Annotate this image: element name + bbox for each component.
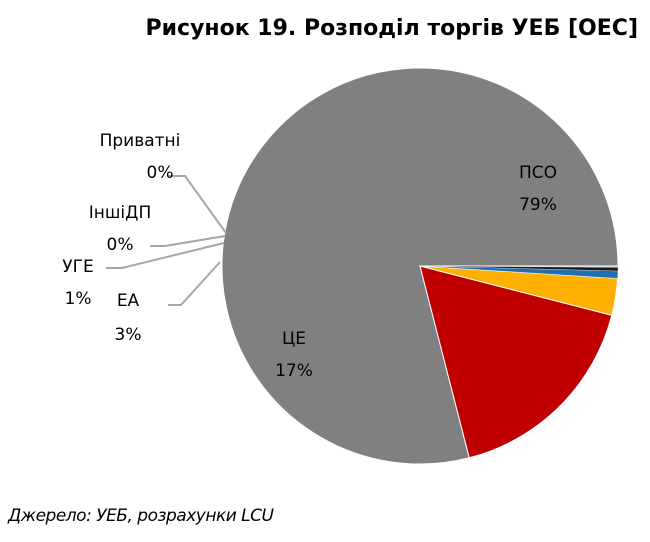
leader-line [150, 235, 226, 247]
slice-value-label: 17% [275, 361, 313, 381]
slice-name-label: УГЕ [62, 257, 93, 277]
leader-line [106, 242, 225, 269]
leader-line [168, 175, 227, 234]
slice-labels: ПСО 79% ЦЕ 17% ЕА 3% УГЕ 1% ІншіДП 0% Приватні 0% [62, 131, 557, 381]
chart-source: Джерело: УЕБ, розрахунки LCU [8, 506, 274, 526]
pie-slices [221, 67, 619, 465]
slice-value-label: 0% [147, 163, 174, 183]
slice-name-label: ЦЕ [282, 329, 306, 349]
chart-title: Рисунок 19. Розподіл торгів УЕБ [OEC] [145, 16, 638, 41]
slice-2 [419, 265, 613, 459]
slice-name-label: ПСО [519, 163, 557, 183]
slice-value-label: 1% [65, 289, 92, 309]
leader-lines [106, 175, 227, 306]
slice-name-label: ІншіДП [89, 203, 151, 223]
slice-value-label: 0% [107, 235, 134, 255]
slice-name-label: ЕА [117, 291, 140, 311]
leader-line [168, 261, 221, 306]
slice-value-label: 3% [115, 325, 142, 345]
slice-6 [419, 265, 619, 268]
slice-name-label: Приватні [100, 131, 181, 151]
slice-value-label: 79% [519, 195, 557, 215]
